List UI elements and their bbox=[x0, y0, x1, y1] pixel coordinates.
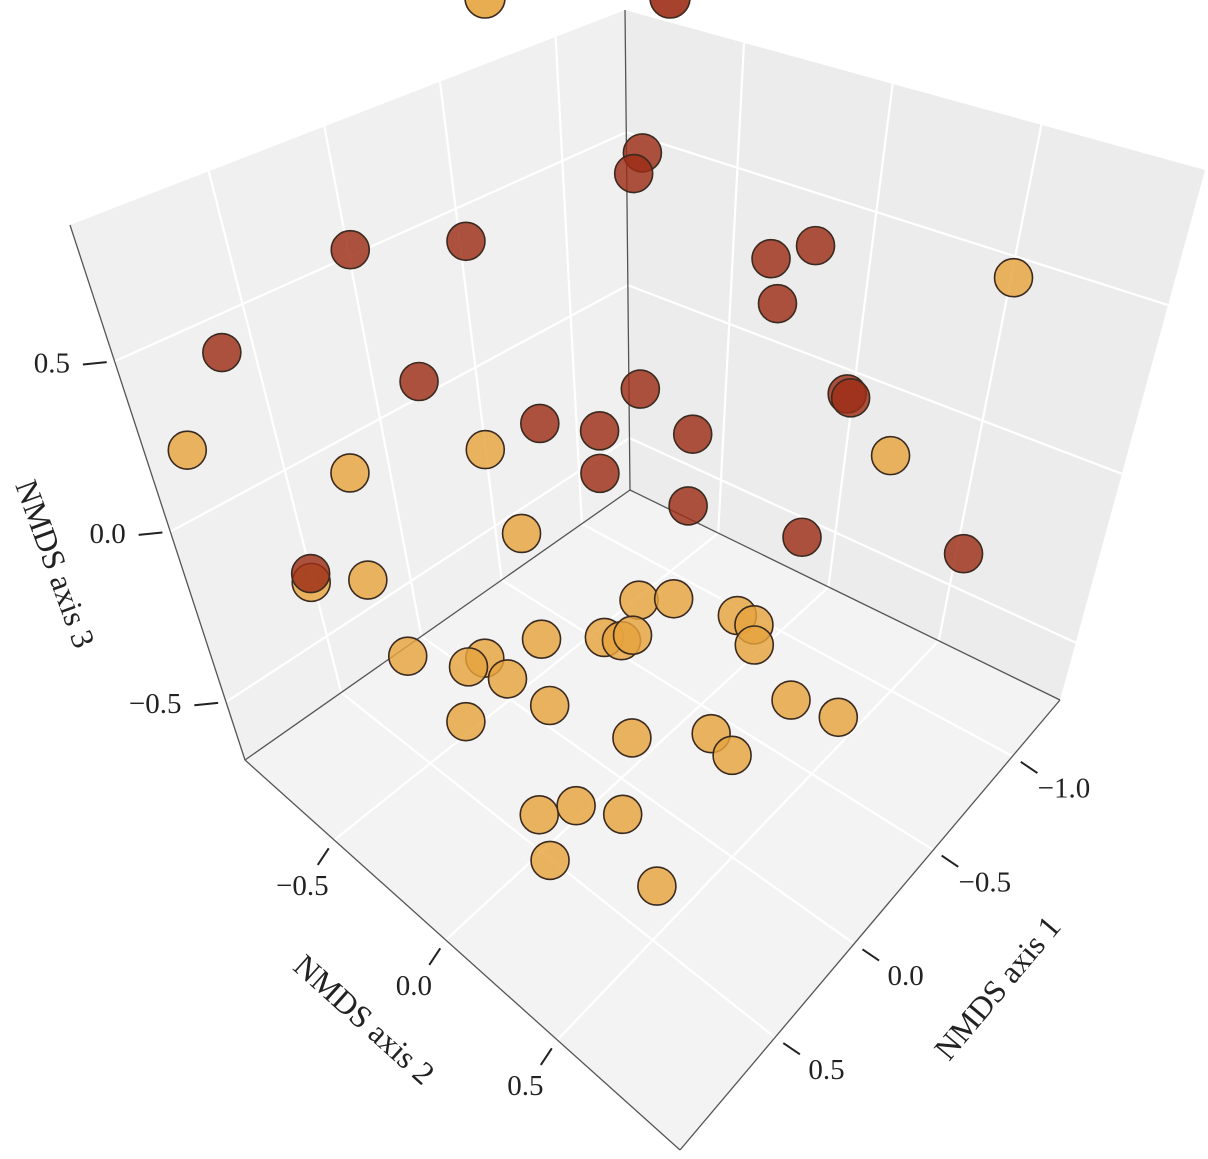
point bbox=[349, 561, 387, 599]
point bbox=[449, 648, 487, 686]
point bbox=[621, 370, 659, 408]
tick-mark bbox=[318, 848, 329, 865]
point bbox=[292, 555, 330, 593]
point bbox=[674, 415, 712, 453]
point bbox=[389, 637, 427, 675]
point bbox=[713, 736, 751, 774]
x-tick-label: −1.0 bbox=[1038, 773, 1091, 805]
point bbox=[557, 787, 595, 825]
legend-marker bbox=[650, 0, 690, 18]
point bbox=[503, 514, 541, 552]
tick-mark bbox=[429, 948, 440, 965]
tick-mark bbox=[194, 703, 218, 705]
point bbox=[615, 155, 653, 193]
point bbox=[832, 379, 870, 417]
tick-mark bbox=[541, 1048, 552, 1065]
x-tick-label: 0.5 bbox=[808, 1054, 844, 1086]
point bbox=[447, 222, 485, 260]
point bbox=[520, 796, 558, 834]
y-tick-label: 0.5 bbox=[507, 1070, 543, 1102]
tick-mark bbox=[139, 532, 163, 534]
point bbox=[466, 431, 504, 469]
point bbox=[613, 719, 651, 757]
point bbox=[489, 660, 527, 698]
point bbox=[669, 487, 707, 525]
point bbox=[203, 334, 241, 372]
point bbox=[168, 431, 206, 469]
point bbox=[797, 227, 835, 265]
x-axis-label: NMDS axis 1 bbox=[927, 909, 1068, 1067]
tick-mark bbox=[862, 949, 879, 960]
point bbox=[758, 285, 796, 323]
point bbox=[772, 681, 810, 719]
z-tick-label: −0.5 bbox=[129, 688, 182, 720]
point bbox=[752, 240, 790, 278]
x-tick-label: 0.0 bbox=[888, 960, 924, 992]
point bbox=[655, 580, 693, 618]
point bbox=[331, 231, 369, 269]
point bbox=[735, 626, 773, 664]
point bbox=[620, 581, 658, 619]
tick-mark bbox=[83, 362, 107, 364]
point bbox=[447, 703, 485, 741]
point bbox=[995, 259, 1033, 297]
point bbox=[331, 454, 369, 492]
point bbox=[531, 687, 569, 725]
z-tick-label: 0.5 bbox=[34, 347, 70, 379]
legend-marker bbox=[465, 0, 505, 18]
z-axis-label: NMDS axis 3 bbox=[8, 475, 102, 653]
point bbox=[400, 363, 438, 401]
y-tick-label: −0.5 bbox=[276, 870, 329, 902]
point bbox=[819, 698, 857, 736]
z-tick-label: 0.0 bbox=[90, 518, 126, 550]
tick-mark bbox=[1021, 762, 1038, 773]
y-axis-label: NMDS axis 2 bbox=[287, 947, 442, 1092]
point bbox=[581, 454, 619, 492]
point bbox=[604, 795, 642, 833]
point bbox=[783, 518, 821, 556]
point bbox=[521, 404, 559, 442]
y-tick-label: 0.0 bbox=[396, 970, 432, 1002]
point bbox=[945, 535, 983, 573]
point bbox=[872, 437, 910, 475]
point bbox=[614, 616, 652, 654]
chart: −1.0 −0.5 0.0 0.5 −0.5 0.0 0.5 −0.5 0.0 0.5 NMDS … bbox=[0, 0, 1208, 1154]
point bbox=[581, 412, 619, 450]
tick-mark bbox=[783, 1043, 800, 1054]
x-tick-label: −0.5 bbox=[958, 866, 1011, 898]
point bbox=[523, 620, 561, 658]
tick-mark bbox=[942, 856, 959, 867]
point bbox=[531, 841, 569, 879]
point bbox=[638, 867, 676, 905]
